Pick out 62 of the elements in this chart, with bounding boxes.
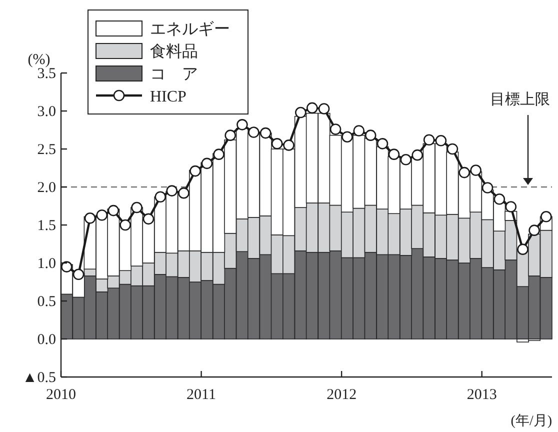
y-tick-label: 2.0 — [37, 180, 56, 196]
point — [412, 149, 424, 161]
point — [154, 191, 166, 203]
point — [142, 213, 154, 225]
point — [435, 134, 447, 146]
ref-line-label: 目標上限 — [490, 91, 550, 108]
legend-label: コ ア — [150, 66, 198, 83]
y-tick-label: 0.0 — [37, 332, 56, 348]
legend-label: エネルギー — [150, 20, 230, 38]
point — [201, 158, 213, 170]
y-axis-title: (%) — [28, 52, 50, 68]
point — [248, 126, 260, 138]
point — [376, 138, 388, 150]
y-tick-label: 1.0 — [37, 256, 56, 272]
point — [236, 119, 248, 130]
point — [364, 130, 376, 141]
point — [96, 209, 108, 221]
x-tick-label: 2011 — [186, 387, 216, 403]
x-tick-label: 2010 — [46, 387, 76, 403]
x-tick-label: 2012 — [326, 387, 357, 403]
point — [295, 106, 306, 118]
point — [61, 261, 72, 272]
point — [458, 166, 470, 178]
point — [423, 134, 435, 146]
point — [213, 148, 224, 160]
point — [271, 138, 283, 150]
point — [540, 210, 552, 222]
y-tick-label: 2.5 — [37, 142, 56, 158]
point — [120, 219, 131, 231]
legend-label: HICP — [150, 88, 187, 106]
point — [353, 125, 365, 136]
point — [494, 194, 506, 205]
point — [470, 164, 482, 176]
point — [260, 127, 272, 139]
point — [190, 165, 201, 177]
point — [178, 187, 190, 199]
legend-label: 食料品 — [150, 42, 198, 60]
point — [283, 140, 294, 151]
point — [528, 224, 540, 236]
point — [224, 130, 236, 141]
point — [72, 268, 84, 280]
point — [131, 202, 142, 214]
point — [108, 204, 120, 216]
point — [318, 103, 330, 114]
point — [505, 201, 517, 212]
y-tick-label: 1.5 — [37, 218, 56, 234]
point — [400, 154, 412, 166]
y-tick-label: 3.5 — [37, 66, 56, 82]
point — [446, 143, 458, 155]
point — [306, 102, 318, 114]
point — [330, 124, 342, 135]
y-tick-label: 3.0 — [37, 104, 56, 120]
x-axis-title: (年/月) — [510, 413, 552, 429]
x-tick-label: 2013 — [466, 387, 497, 403]
point — [342, 131, 353, 142]
y-tick-label: ▲0.5 — [22, 370, 56, 386]
point — [388, 148, 400, 160]
point — [84, 212, 96, 224]
y-tick-label: 0.5 — [37, 294, 56, 310]
point — [517, 244, 528, 255]
point — [482, 182, 494, 194]
point — [166, 185, 178, 196]
